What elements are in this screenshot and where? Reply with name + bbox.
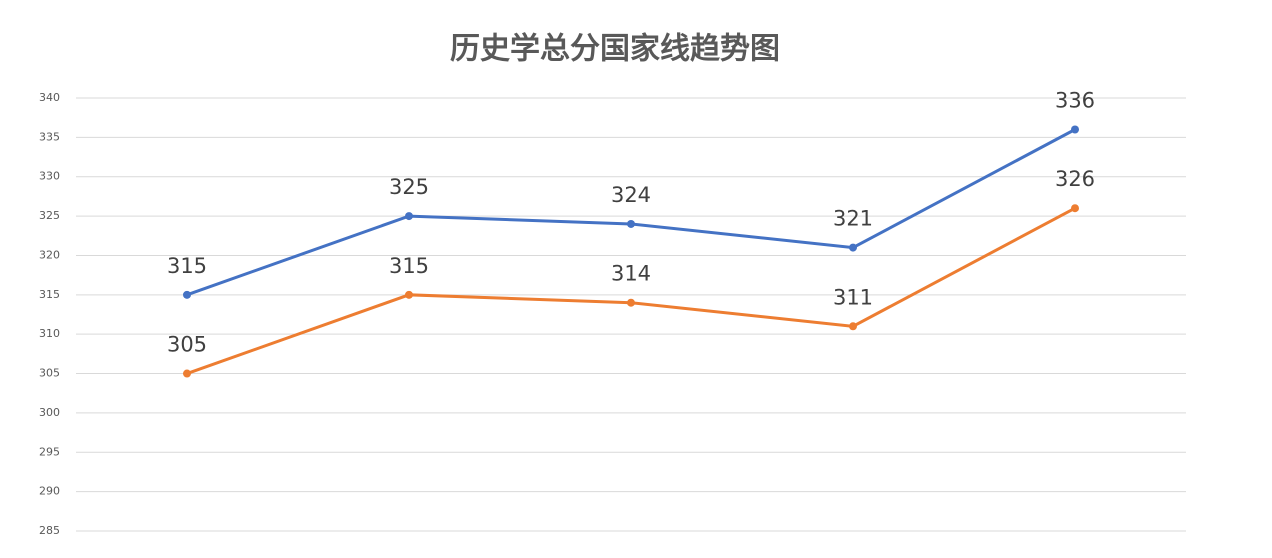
y-tick-label: 315	[39, 288, 60, 301]
data-point	[405, 212, 413, 221]
data-point	[849, 243, 857, 252]
data-label: 305	[167, 333, 207, 357]
chart-title: 历史学总分国家线趋势图	[450, 32, 780, 67]
data-point	[627, 298, 635, 307]
y-tick-label: 305	[39, 367, 60, 380]
series-line	[186, 206, 1076, 375]
data-label: 326	[1055, 167, 1095, 191]
data-label: 336	[1055, 88, 1095, 112]
data-point	[627, 219, 635, 228]
data-point	[183, 290, 191, 299]
data-point	[849, 322, 857, 331]
data-label: 324	[611, 183, 651, 207]
y-tick-label: 340	[39, 91, 60, 104]
data-point	[1071, 125, 1079, 134]
data-label: 325	[389, 175, 429, 199]
data-point	[183, 369, 191, 378]
y-tick-label: 295	[39, 445, 60, 458]
data-point	[405, 290, 413, 299]
y-tick-label: 300	[39, 406, 60, 419]
y-tick-label: 320	[39, 248, 60, 261]
y-tick-label: 335	[39, 130, 60, 143]
y-tick-label: 330	[39, 170, 60, 183]
data-label: 315	[389, 254, 429, 278]
data-label: 314	[611, 262, 651, 286]
y-tick-label: 285	[39, 524, 60, 537]
data-label: 311	[833, 285, 873, 309]
data-label: 321	[833, 207, 873, 231]
data-label: 315	[167, 254, 207, 278]
y-tick-label: 290	[39, 485, 60, 498]
y-tick-label: 310	[39, 327, 60, 340]
data-point	[1071, 204, 1079, 213]
y-tick-label: 325	[39, 209, 60, 222]
